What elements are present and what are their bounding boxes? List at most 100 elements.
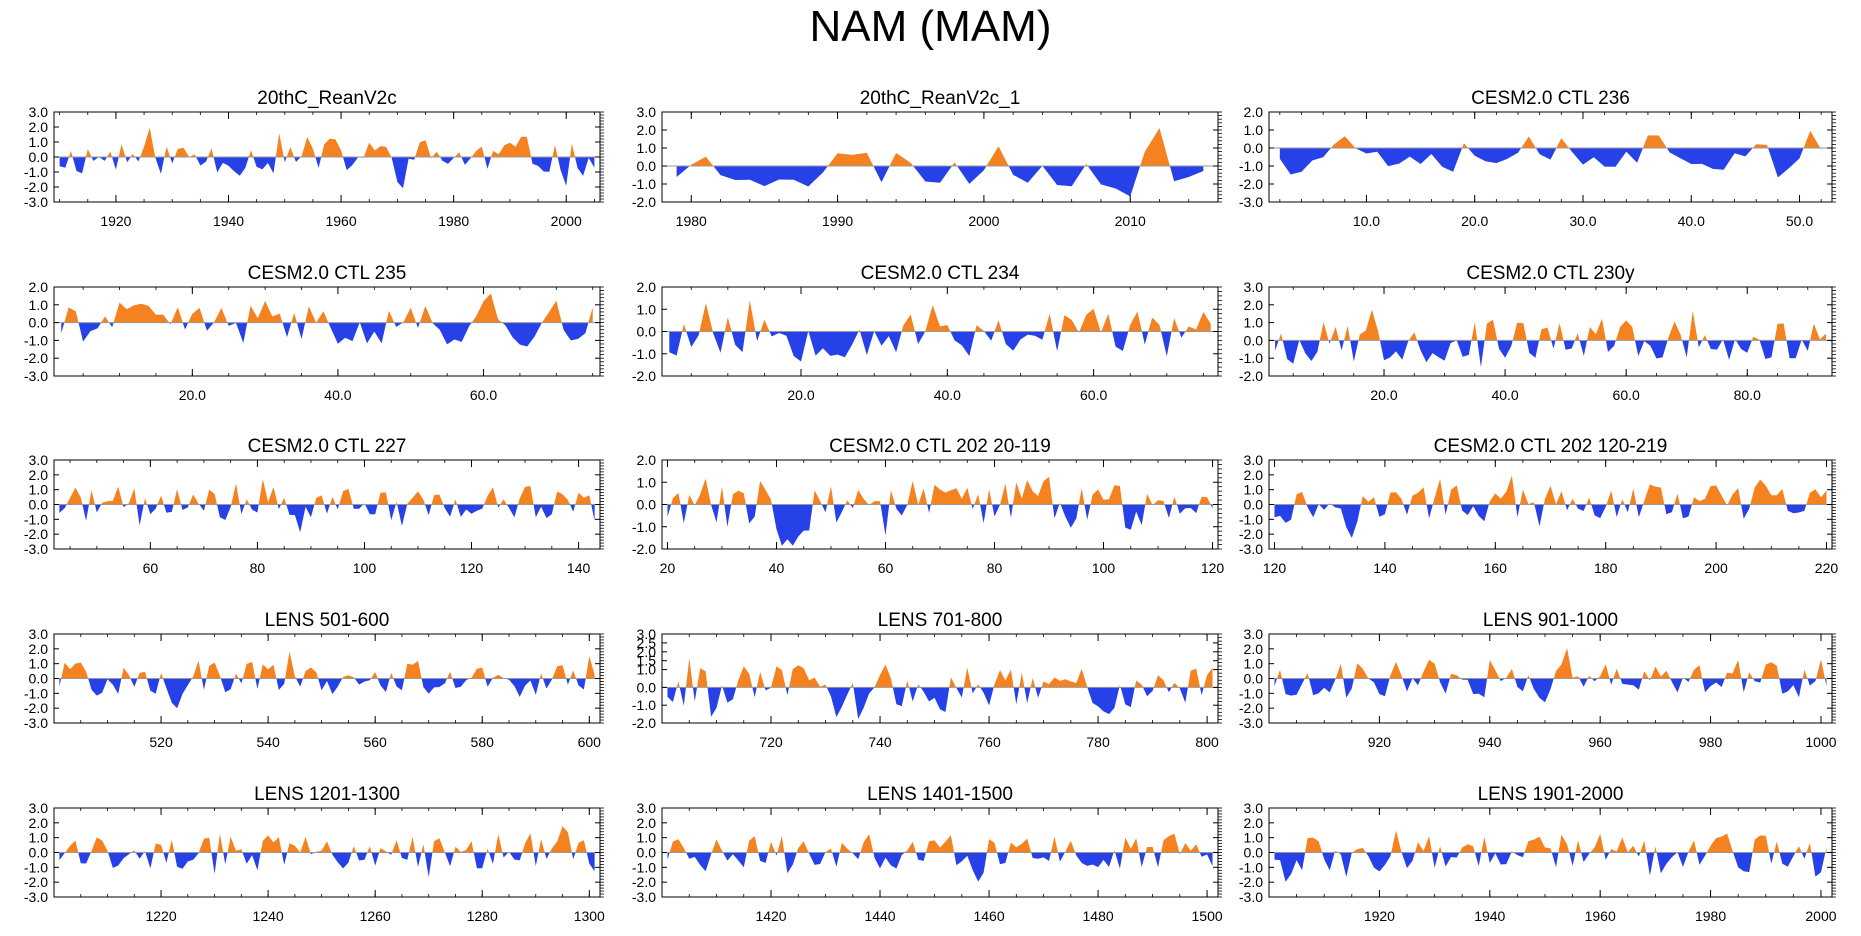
y-tick-label: 1.0: [1244, 482, 1264, 498]
y-tick-label: 0.0: [637, 845, 657, 861]
y-tick-label: 3.0: [1244, 626, 1264, 642]
panel-5: CESM2.0 CTL 234 2.0 1.0 0.0 -1.0 -2.0 20.0 40.0…: [632, 263, 1222, 403]
y-tick-label: 3.0: [637, 104, 657, 120]
y-tick-label: 1.0: [1244, 656, 1264, 672]
y-tick-label: 2.0: [637, 815, 657, 831]
x-tick-label: 20.0: [179, 387, 206, 403]
x-tick-label: 40.0: [1678, 213, 1705, 229]
negative-area: [669, 331, 1211, 362]
y-tick-label: -1.0: [24, 332, 48, 348]
panel-title: CESM2.0 CTL 227: [248, 436, 407, 457]
y-tick-label: -3.0: [1239, 715, 1263, 731]
y-tick-label: 2.0: [1244, 815, 1264, 831]
y-tick-label: 1.0: [29, 134, 49, 150]
x-tick-label: 1420: [755, 908, 786, 924]
y-tick-label: 1.0: [1244, 122, 1264, 138]
y-tick-label: 3.0: [637, 800, 657, 816]
x-tick-label: 200: [1704, 560, 1728, 576]
negative-area: [667, 852, 1213, 882]
positive-area: [1274, 648, 1827, 679]
y-tick-label: -2.0: [1239, 368, 1263, 384]
plot-frame: [1268, 111, 1833, 203]
positive-area: [59, 479, 595, 505]
panel-15: LENS 1901-2000 3.02.01.00.0-1.0-2.0-3.0 19…: [1239, 784, 1837, 924]
y-tick-label: 2.5: [637, 635, 657, 651]
x-tick-label: 1300: [574, 908, 605, 924]
negative-area: [59, 157, 595, 189]
y-tick-label: 3.0: [1244, 279, 1264, 295]
y-tick-label: -3.0: [1239, 194, 1263, 210]
y-tick-label: 1.0: [637, 662, 657, 678]
y-tick-label: 1.0: [1244, 315, 1264, 331]
positive-area: [667, 833, 1213, 853]
plot-frame: [53, 286, 601, 377]
panel-title: CESM2.0 CTL 230y: [1466, 263, 1635, 284]
y-tick-label: 3.0: [29, 800, 49, 816]
panel-13: LENS 1201-1300 3.02.01.00.0-1.0-2.0-3.0 12…: [24, 784, 605, 924]
x-tick-label: 120: [1201, 560, 1225, 576]
x-tick-label: 60.0: [1613, 387, 1640, 403]
plot-frame: [661, 111, 1219, 203]
x-tick-label: 40.0: [934, 387, 961, 403]
x-tick-label: 800: [1195, 734, 1219, 750]
positive-area: [59, 826, 595, 853]
y-tick-label: 0.0: [1244, 497, 1264, 513]
y-tick-label: 1.0: [637, 830, 657, 846]
y-tick-label: 0.0: [1244, 140, 1264, 156]
y-tick-label: 2.0: [637, 452, 657, 468]
y-tick-label: 0.0: [637, 158, 657, 174]
y-tick-label: -1.0: [24, 859, 48, 875]
panel-title: LENS 501-600: [265, 610, 390, 631]
y-tick-label: 2.0: [29, 815, 49, 831]
positive-area: [667, 476, 1213, 505]
y-tick-label: -3.0: [24, 715, 48, 731]
x-tick-label: 1460: [973, 908, 1004, 924]
positive-area: [59, 651, 595, 679]
x-tick-label: 780: [1086, 734, 1110, 750]
negative-area: [676, 166, 1204, 197]
y-tick-label: -2.0: [632, 194, 656, 210]
x-tick-label: 80: [987, 560, 1003, 576]
y-tick-label: 1.0: [637, 140, 657, 156]
x-tick-label: 100: [1092, 560, 1116, 576]
y-tick-label: 2.0: [637, 122, 657, 138]
y-tick-label: -2.0: [1239, 700, 1263, 716]
y-tick-label: -3.0: [24, 194, 48, 210]
panel-7: CESM2.0 CTL 227 3.02.01.00.0-1.0-2.0-3.0 6…: [24, 436, 604, 576]
panel-title: CESM2.0 CTL 234: [861, 263, 1020, 284]
y-tick-label: -1.0: [1239, 350, 1263, 366]
x-tick-label: 1980: [1695, 908, 1726, 924]
x-tick-label: 20.0: [1370, 387, 1397, 403]
panel-title: LENS 701-800: [878, 610, 1003, 631]
x-tick-label: 720: [759, 734, 783, 750]
x-tick-label: 520: [149, 734, 173, 750]
positive-area: [667, 658, 1213, 688]
x-tick-label: 20.0: [1461, 213, 1488, 229]
x-tick-label: 940: [1478, 734, 1502, 750]
y-tick-label: 3.0: [637, 626, 657, 642]
y-tick-label: 2.0: [1244, 467, 1264, 483]
y-tick-label: 1.0: [29, 482, 49, 498]
y-tick-label: 1.0: [637, 301, 657, 317]
y-tick-label: -3.0: [1239, 889, 1263, 905]
x-tick-label: 60: [878, 560, 894, 576]
x-tick-label: 160: [1484, 560, 1508, 576]
x-tick-label: 50.0: [1786, 213, 1813, 229]
negative-area: [59, 504, 595, 533]
panel-title: CESM2.0 CTL 236: [1471, 88, 1630, 109]
x-tick-label: 980: [1699, 734, 1723, 750]
y-tick-label: -2.0: [1239, 874, 1263, 890]
x-tick-label: 1940: [1474, 908, 1505, 924]
panel-title: 20thC_ReanV2c: [257, 88, 396, 109]
x-tick-label: 140: [1373, 560, 1397, 576]
y-tick-label: 3.0: [1244, 800, 1264, 816]
x-tick-label: 920: [1368, 734, 1392, 750]
negative-area: [61, 322, 589, 347]
panel-4: CESM2.0 CTL 235 2.0 1.0 0.0-1.0 -2.0 -3.0 20.0…: [24, 263, 604, 403]
x-tick-label: 1480: [1083, 908, 1114, 924]
x-tick-label: 1240: [253, 908, 284, 924]
y-tick-label: 2.0: [29, 467, 49, 483]
x-tick-label: 760: [977, 734, 1001, 750]
y-tick-label: 0.0: [29, 671, 49, 687]
